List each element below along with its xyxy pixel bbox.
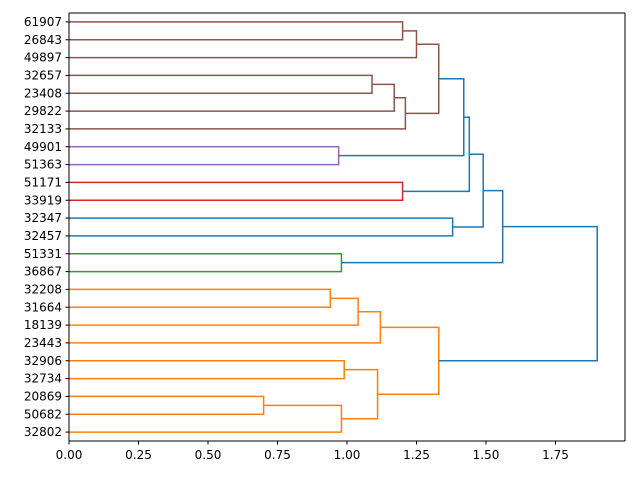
leaf-label: 49901 — [24, 140, 62, 154]
leaf-label: 29822 — [24, 104, 62, 118]
x-tick-label: 1.50 — [473, 448, 500, 462]
leaf-label: 32133 — [24, 122, 62, 136]
leaf-label: 51363 — [24, 158, 62, 172]
x-tick-label: 1.00 — [334, 448, 361, 462]
leaf-label: 23443 — [24, 336, 62, 350]
leaf-label: 32457 — [24, 229, 62, 243]
leaf-label: 32802 — [24, 425, 62, 439]
leaf-label: 49897 — [24, 51, 62, 65]
leaf-label: 61907 — [24, 15, 62, 29]
leaf-label: 50682 — [24, 407, 62, 421]
leaf-label: 31664 — [24, 300, 62, 314]
x-tick-label: 0.50 — [195, 448, 222, 462]
leaf-label: 32734 — [24, 372, 62, 386]
leaf-label: 23408 — [24, 86, 62, 100]
leaf-label: 26843 — [24, 33, 62, 47]
x-tick-label: 1.25 — [403, 448, 430, 462]
dendrogram-links — [69, 21, 598, 433]
link-N23 — [438, 225, 598, 362]
x-tick-label: 1.75 — [542, 448, 569, 462]
leaf-label: 20869 — [24, 389, 62, 403]
x-tick-label: 0.00 — [56, 448, 83, 462]
leaf-label: 18139 — [24, 318, 62, 332]
x-axis-ticks: 0.00 0.25 0.50 0.75 1.00 1.25 1.50 1.75 — [56, 441, 569, 462]
leaf-label: 33919 — [24, 193, 62, 207]
leaf-label: 32347 — [24, 211, 62, 225]
leaf-label: 36867 — [24, 265, 62, 279]
x-tick-label: 0.25 — [125, 448, 152, 462]
x-tick-label: 0.75 — [264, 448, 291, 462]
leaf-label: 32208 — [24, 282, 62, 296]
leaf-label: 51331 — [24, 247, 62, 261]
leaf-labels: 61907 26843 49897 32657 23408 29822 32133 49901… — [24, 15, 69, 439]
leaf-label: 51171 — [24, 175, 62, 189]
leaf-label: 32906 — [24, 354, 62, 368]
leaf-label: 32657 — [24, 68, 62, 82]
